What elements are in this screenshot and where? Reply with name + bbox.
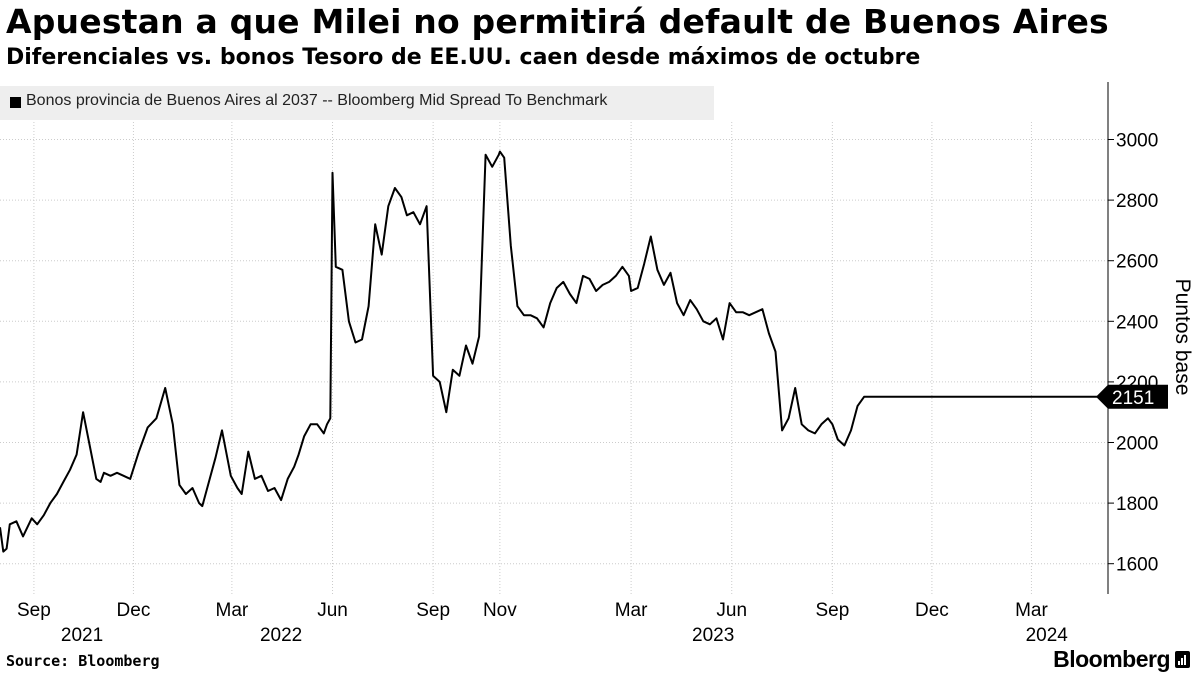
bloomberg-terminal-icon bbox=[1175, 651, 1190, 668]
x-tick-label: Jun bbox=[716, 600, 747, 621]
y-tick-label: 1600 bbox=[1116, 555, 1158, 576]
x-tick-label: Mar bbox=[1015, 600, 1048, 621]
x-year-label: 2024 bbox=[1026, 625, 1069, 646]
bloomberg-logo: Bloomberg bbox=[1053, 646, 1170, 673]
y-tick-label: 2400 bbox=[1116, 312, 1158, 333]
axes bbox=[1108, 82, 1114, 594]
x-year-label: 2022 bbox=[260, 625, 302, 646]
x-tick-label: Nov bbox=[483, 600, 517, 621]
x-tick-label: Mar bbox=[615, 600, 648, 621]
y-tick-label: 3000 bbox=[1116, 131, 1158, 152]
last-value-text: 2151 bbox=[1112, 388, 1154, 409]
x-tick-label: Sep bbox=[17, 600, 51, 621]
y-axis-label: Puntos base bbox=[1171, 279, 1194, 396]
x-year-label: 2021 bbox=[61, 625, 103, 646]
source-note: Source: Bloomberg bbox=[6, 652, 160, 670]
x-tick-label: Sep bbox=[815, 600, 849, 621]
x-year-label: 2023 bbox=[692, 625, 734, 646]
last-value-label: 2151 bbox=[1096, 385, 1168, 409]
x-tick-label: Dec bbox=[117, 600, 151, 621]
x-tick-label: Dec bbox=[915, 600, 949, 621]
y-tick-label: 2600 bbox=[1116, 252, 1158, 273]
x-tick-label: Jun bbox=[317, 600, 348, 621]
gridlines bbox=[0, 122, 1108, 594]
x-tick-label: Sep bbox=[416, 600, 450, 621]
y-tick-label: 2800 bbox=[1116, 191, 1158, 212]
x-tick-label: Mar bbox=[216, 600, 249, 621]
y-tick-label: 2000 bbox=[1116, 434, 1158, 455]
series-line bbox=[0, 152, 1101, 552]
y-tick-label: 1800 bbox=[1116, 494, 1158, 515]
